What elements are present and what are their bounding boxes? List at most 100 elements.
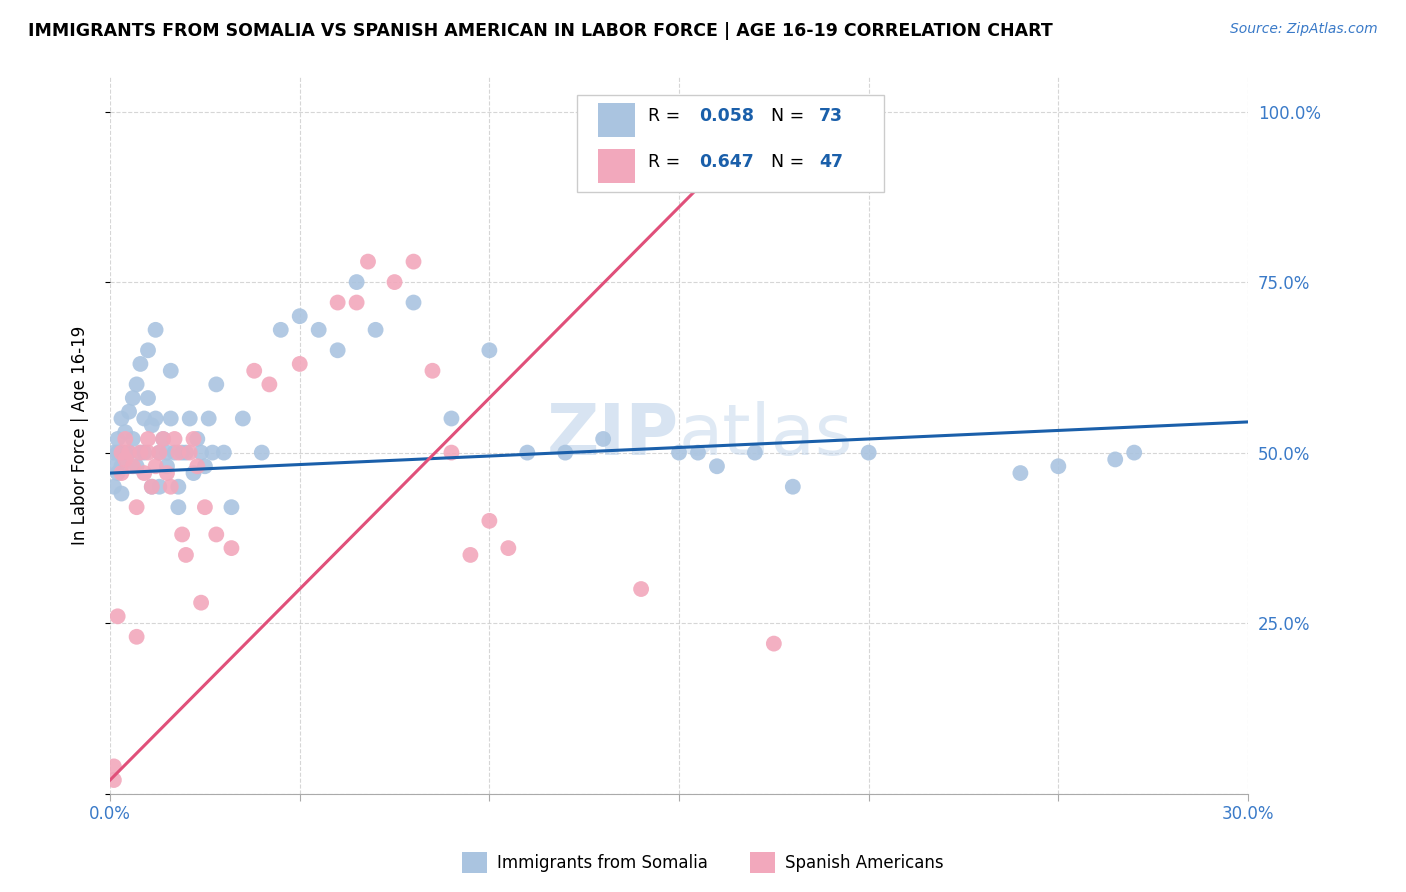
Point (159, 364, 181, 378)
Point (134, 411, 156, 425)
Text: ZIP: ZIP (547, 401, 679, 470)
Text: N =: N = (772, 107, 810, 125)
Point (103, 480, 125, 494)
Point (478, 514, 501, 528)
Point (346, 275, 368, 289)
Point (159, 480, 181, 494)
Point (129, 445, 152, 459)
Point (148, 445, 170, 459)
FancyBboxPatch shape (598, 149, 634, 183)
Point (498, 541, 520, 555)
Point (125, 459, 148, 474)
Point (194, 500, 217, 515)
Point (145, 411, 167, 425)
Point (326, 295, 349, 310)
Point (141, 480, 163, 494)
Point (190, 596, 212, 610)
Point (205, 377, 228, 392)
Text: 73: 73 (818, 107, 844, 125)
Point (201, 445, 224, 459)
Point (121, 432, 143, 446)
Text: 47: 47 (818, 153, 844, 170)
Point (346, 295, 368, 310)
Point (121, 391, 143, 405)
Point (1104, 452, 1126, 467)
Point (136, 445, 159, 459)
Text: 0.647: 0.647 (700, 153, 754, 170)
Point (1047, 459, 1070, 474)
Point (118, 445, 141, 459)
Point (110, 459, 132, 474)
Point (148, 445, 170, 459)
Point (136, 391, 159, 405)
Point (205, 527, 228, 541)
Point (136, 432, 159, 446)
Point (190, 445, 212, 459)
Point (259, 377, 281, 392)
Point (288, 357, 311, 371)
Point (114, 425, 136, 439)
Point (103, 445, 125, 459)
Point (141, 480, 163, 494)
Point (136, 343, 159, 358)
Point (167, 500, 190, 515)
Point (243, 364, 266, 378)
Point (107, 432, 129, 446)
Point (250, 445, 273, 459)
Y-axis label: In Labor Force | Age 16-19: In Labor Force | Age 16-19 (72, 326, 89, 545)
Point (134, 445, 156, 459)
Point (782, 480, 804, 494)
Point (762, 637, 785, 651)
Point (156, 466, 179, 480)
Point (134, 466, 156, 480)
Point (110, 486, 132, 500)
Point (110, 466, 132, 480)
Point (554, 445, 576, 459)
Point (167, 445, 190, 459)
FancyBboxPatch shape (598, 103, 634, 137)
Point (364, 323, 387, 337)
Point (174, 548, 197, 562)
Point (668, 445, 690, 459)
Point (1010, 466, 1032, 480)
Text: R =: R = (648, 107, 686, 125)
Point (186, 432, 208, 446)
Point (357, 254, 380, 268)
Point (107, 466, 129, 480)
Point (197, 411, 219, 425)
Point (308, 323, 330, 337)
Point (183, 432, 205, 446)
Point (174, 445, 197, 459)
Point (110, 445, 132, 459)
Point (232, 411, 254, 425)
Point (288, 309, 311, 323)
Point (103, 759, 125, 773)
Text: IMMIGRANTS FROM SOMALIA VS SPANISH AMERICAN IN LABOR FORCE | AGE 16-19 CORRELATI: IMMIGRANTS FROM SOMALIA VS SPANISH AMERI… (28, 22, 1053, 40)
Point (125, 630, 148, 644)
Point (125, 377, 148, 392)
Point (440, 445, 463, 459)
Text: R =: R = (648, 153, 686, 170)
Point (103, 459, 125, 474)
Point (212, 445, 235, 459)
Point (592, 432, 614, 446)
Point (114, 452, 136, 467)
Point (402, 295, 425, 310)
Point (145, 459, 167, 474)
Point (118, 445, 141, 459)
Point (422, 364, 444, 378)
Point (152, 432, 174, 446)
Point (179, 445, 201, 459)
Point (107, 445, 129, 459)
Point (167, 480, 190, 494)
Point (186, 459, 208, 474)
Text: atlas: atlas (679, 401, 853, 470)
Point (172, 527, 194, 541)
Point (194, 459, 217, 474)
Point (141, 418, 163, 433)
Point (402, 254, 425, 268)
Text: 0.058: 0.058 (700, 107, 755, 125)
Point (478, 343, 501, 358)
Point (270, 323, 292, 337)
Point (159, 411, 181, 425)
